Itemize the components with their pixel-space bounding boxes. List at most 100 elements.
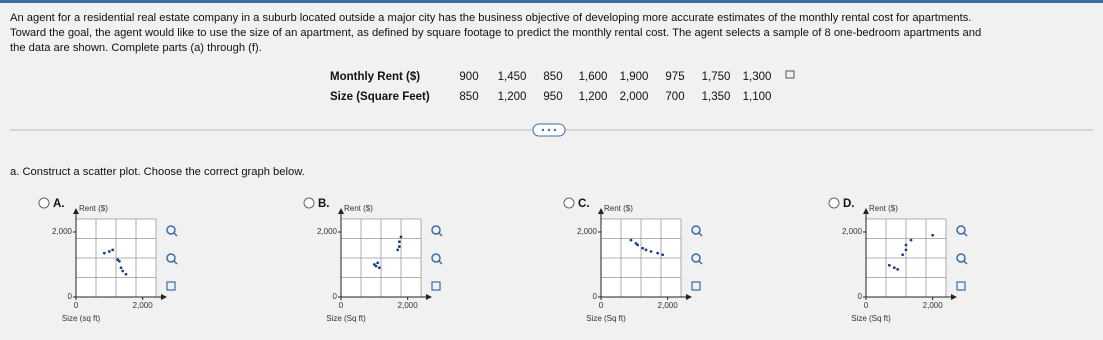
y-axis-label: Rent ($) bbox=[344, 204, 373, 213]
point bbox=[656, 251, 660, 255]
x-axis-label: Size (sq ft) bbox=[62, 314, 101, 323]
top-bar bbox=[0, 0, 1103, 3]
x-tick-label: 2,000 bbox=[923, 301, 944, 310]
intro-line: the data are shown. Complete parts (a) t… bbox=[10, 42, 262, 54]
point bbox=[892, 266, 896, 270]
zoom-icon[interactable] bbox=[956, 253, 966, 263]
zoom-icon[interactable] bbox=[691, 253, 701, 263]
point bbox=[119, 266, 123, 270]
dot bbox=[541, 128, 545, 132]
option-letter: C. bbox=[578, 198, 590, 210]
cell: 1,100 bbox=[743, 91, 772, 103]
y-arrow bbox=[863, 208, 869, 214]
point bbox=[641, 246, 645, 250]
dot bbox=[547, 128, 551, 132]
zoom-icon[interactable] bbox=[691, 225, 701, 235]
cell: 2,000 bbox=[620, 91, 649, 103]
point bbox=[887, 263, 891, 267]
zoom-icon[interactable] bbox=[431, 253, 441, 263]
radio-button[interactable] bbox=[563, 197, 575, 209]
cell: 1,350 bbox=[702, 91, 731, 103]
option-letter: A. bbox=[53, 198, 65, 210]
point bbox=[124, 272, 128, 276]
cell: 700 bbox=[665, 91, 684, 103]
point bbox=[107, 250, 111, 253]
cell: 950 bbox=[543, 91, 562, 103]
zoom-handle bbox=[438, 260, 443, 265]
point bbox=[644, 248, 648, 252]
y-tick-label: 0 bbox=[333, 292, 338, 301]
point bbox=[636, 243, 640, 247]
radio-button[interactable] bbox=[828, 197, 840, 209]
point bbox=[901, 253, 905, 257]
zoom-icon[interactable] bbox=[431, 225, 441, 235]
zoom-handle bbox=[438, 232, 443, 237]
cell: 1,900 bbox=[620, 71, 649, 83]
point bbox=[629, 238, 633, 242]
y-arrow bbox=[598, 208, 604, 214]
y-axis-label: Rent ($) bbox=[604, 204, 633, 213]
x-tick-label: 0 bbox=[339, 301, 344, 310]
point bbox=[397, 245, 401, 249]
zoom-handle bbox=[698, 232, 703, 237]
cell: 1,750 bbox=[702, 71, 731, 83]
point bbox=[397, 240, 401, 244]
zoom-handle bbox=[963, 260, 968, 265]
x-arrow bbox=[161, 294, 167, 300]
popout-icon[interactable] bbox=[431, 281, 441, 291]
zoom-icon[interactable] bbox=[166, 253, 176, 263]
zoom-handle bbox=[173, 260, 178, 265]
y-tick-label: 2,000 bbox=[52, 227, 73, 236]
point bbox=[374, 264, 378, 268]
popout-icon[interactable] bbox=[956, 281, 966, 291]
point bbox=[117, 259, 121, 263]
point bbox=[102, 251, 106, 255]
y-tick-label: 0 bbox=[68, 292, 73, 301]
point bbox=[661, 253, 665, 257]
radio-button[interactable] bbox=[303, 197, 315, 209]
radio-button[interactable] bbox=[38, 197, 50, 209]
y-arrow bbox=[73, 208, 79, 214]
cell: 975 bbox=[665, 71, 684, 83]
x-axis-label: Size (Sq ft) bbox=[586, 314, 626, 323]
point bbox=[121, 269, 125, 273]
point bbox=[376, 261, 380, 265]
y-tick-label: 2,000 bbox=[577, 227, 598, 236]
cell: 1,200 bbox=[498, 91, 527, 103]
x-tick-label: 2,000 bbox=[133, 301, 154, 310]
x-tick-label: 2,000 bbox=[398, 301, 419, 310]
cell: 1,450 bbox=[498, 71, 527, 83]
zoom-icon[interactable] bbox=[166, 225, 176, 235]
y-axis-label: Rent ($) bbox=[79, 204, 108, 213]
popout-icon[interactable] bbox=[691, 281, 701, 291]
y-tick-label: 2,000 bbox=[317, 227, 338, 236]
y-axis-label: Rent ($) bbox=[869, 204, 898, 213]
point bbox=[931, 233, 935, 237]
copy-icon[interactable] bbox=[785, 70, 795, 79]
zoom-handle bbox=[173, 232, 178, 237]
x-axis-label: Size (Sq ft) bbox=[326, 314, 366, 323]
cell: 850 bbox=[543, 71, 562, 83]
point bbox=[396, 248, 400, 252]
popout-icon[interactable] bbox=[166, 281, 176, 291]
cell: 1,200 bbox=[579, 91, 608, 103]
zoom-icon[interactable] bbox=[956, 225, 966, 235]
y-tick-label: 0 bbox=[593, 292, 598, 301]
zoom-handle bbox=[698, 260, 703, 265]
point bbox=[896, 267, 900, 271]
x-arrow bbox=[686, 294, 692, 300]
option-letter: B. bbox=[318, 198, 330, 210]
point bbox=[111, 248, 115, 252]
intro-line: Toward the goal, the agent would like to… bbox=[10, 27, 981, 39]
y-arrow bbox=[338, 208, 344, 214]
intro-line: An agent for a residential real estate c… bbox=[10, 12, 971, 24]
point bbox=[649, 250, 653, 253]
zoom-handle bbox=[963, 232, 968, 237]
point bbox=[399, 235, 403, 239]
cell: 850 bbox=[459, 91, 478, 103]
point bbox=[904, 248, 908, 252]
dot bbox=[553, 128, 557, 132]
y-tick-label: 0 bbox=[858, 292, 863, 301]
